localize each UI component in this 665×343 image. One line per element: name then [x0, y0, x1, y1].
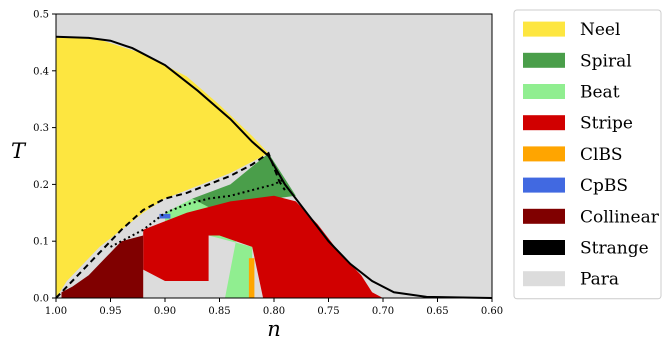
legend-label-cpbs: CpBS [580, 176, 628, 196]
x-tick-label: 0.75 [317, 306, 339, 317]
region-clbs [248, 258, 255, 298]
legend-label-neel: Neel [580, 20, 620, 40]
legend-label-beat: Beat [580, 83, 620, 103]
y-tick-label: 0.1 [33, 237, 49, 248]
x-tick-label: 0.85 [208, 306, 230, 317]
region-neel [56, 36, 269, 298]
x-tick-label: 1.00 [45, 306, 67, 317]
boundary-line-dashed [55, 151, 286, 299]
phase-regions [56, 36, 383, 298]
x-axis-label: n [267, 317, 281, 341]
x-tick-label: 0.90 [154, 306, 176, 317]
region-stripe [143, 195, 383, 298]
legend-swatch-collinear [523, 208, 565, 224]
legend-swatch-cpbs [523, 177, 565, 193]
legend-swatch-clbs [523, 146, 565, 162]
legend-swatch-strange [523, 240, 565, 255]
y-tick-label: 0.4 [33, 66, 49, 77]
y-tick-label: 0.5 [33, 10, 49, 21]
x-tick-label: 0.65 [426, 306, 448, 317]
legend-swatch-para [523, 271, 565, 287]
x-tick-label: 0.60 [481, 306, 503, 317]
x-tick-label: 0.70 [372, 306, 394, 317]
y-axis-label: T [11, 139, 27, 163]
legend-swatch-spiral [523, 52, 565, 68]
boundary-line-dotted [110, 177, 286, 248]
y-axis-ticks: 0.0 0.1 0.2 0.3 0.4 0.5 [33, 10, 56, 305]
legend-swatch-beat [523, 84, 565, 99]
region-spiral [186, 153, 296, 208]
y-tick-label: 0.0 [33, 294, 49, 305]
y-tick-label: 0.2 [33, 180, 49, 191]
legend-label-strange: Strange [580, 239, 649, 259]
legend-frame [513, 9, 662, 300]
legend-label-spiral: Spiral [580, 51, 632, 71]
legend-label-para: Para [580, 270, 619, 290]
legend-swatch-neel [523, 21, 565, 37]
boundary-line-solid [55, 35, 493, 299]
legend-label-stripe: Stripe [580, 114, 633, 134]
legend-label-clbs: ClBS [580, 145, 623, 165]
region-collinear [61, 235, 144, 298]
x-axis-ticks: 1.00 0.95 0.90 0.85 0.80 0.75 0.70 0.65 0.60 [45, 298, 503, 317]
x-tick-label: 0.95 [99, 306, 121, 317]
legend: Neel Spiral Beat Stripe ClBS CpBS Collinear Str… [513, 9, 662, 300]
legend-swatch-stripe [523, 115, 565, 131]
x-tick-label: 0.80 [263, 306, 285, 317]
legend-label-collinear: Collinear [580, 207, 660, 227]
y-tick-label: 0.3 [33, 123, 49, 134]
phase-boundary-lines [55, 35, 493, 299]
